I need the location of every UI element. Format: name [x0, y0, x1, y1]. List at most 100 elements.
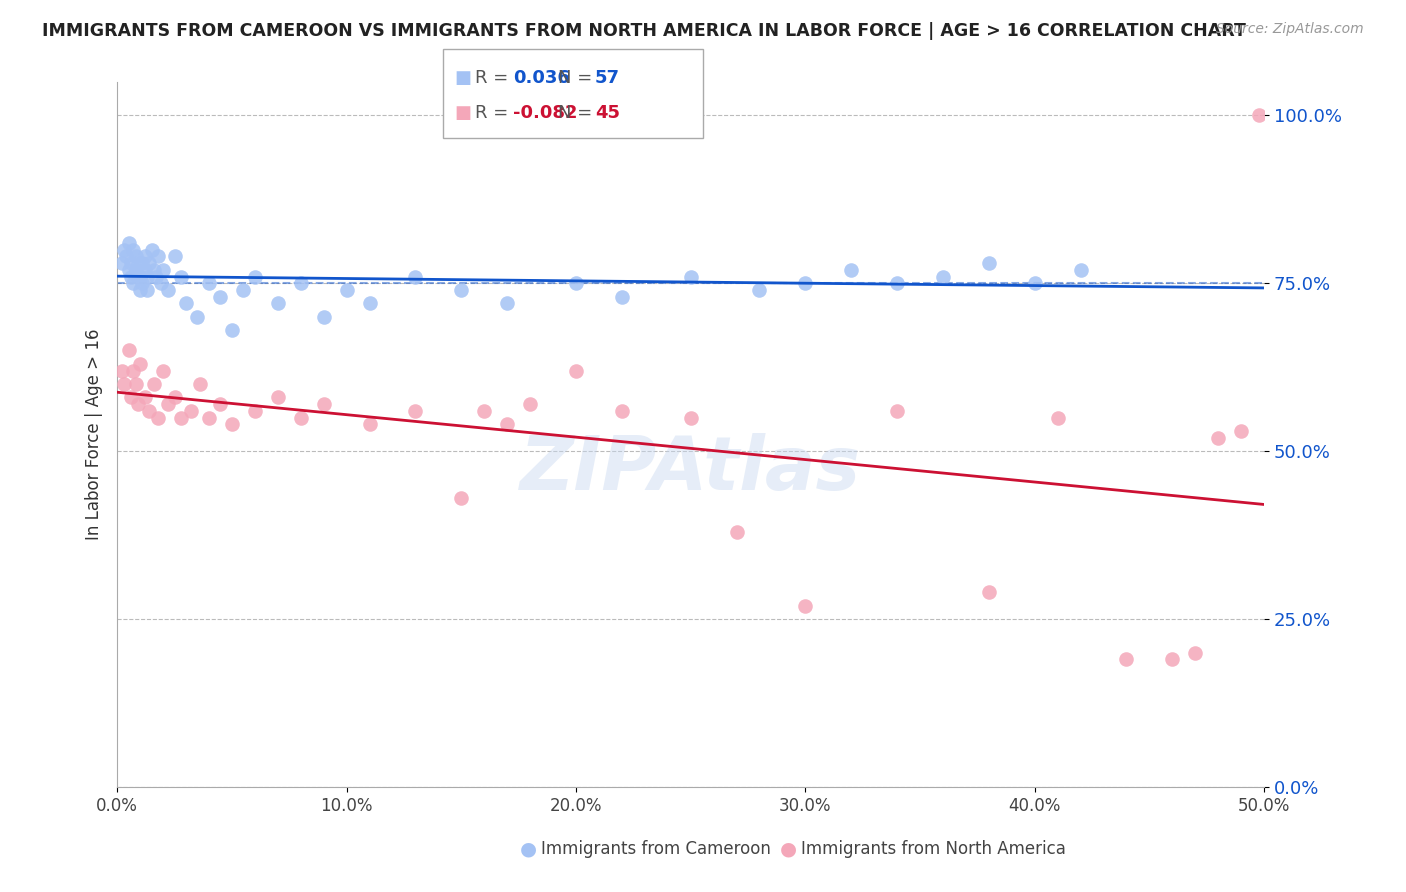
- Point: [124, 377, 146, 392]
- Point: [404, 404, 426, 418]
- Point: [148, 250, 170, 264]
- Point: [496, 296, 519, 310]
- Point: [124, 250, 146, 264]
- Point: [221, 417, 243, 432]
- Point: [118, 343, 141, 358]
- Point: [174, 296, 197, 310]
- Point: [124, 263, 146, 277]
- Point: [1070, 263, 1092, 277]
- Point: [565, 277, 588, 291]
- Point: [145, 269, 167, 284]
- Point: [136, 283, 159, 297]
- Point: [141, 243, 163, 257]
- Point: [1230, 424, 1253, 438]
- Point: [115, 250, 138, 264]
- Point: [118, 263, 141, 277]
- Point: [120, 256, 142, 270]
- Point: [748, 283, 770, 297]
- Point: [170, 269, 193, 284]
- Text: IMMIGRANTS FROM CAMEROON VS IMMIGRANTS FROM NORTH AMERICA IN LABOR FORCE | AGE >: IMMIGRANTS FROM CAMEROON VS IMMIGRANTS F…: [42, 22, 1246, 40]
- Point: [679, 269, 702, 284]
- Point: [163, 250, 186, 264]
- Point: [404, 269, 426, 284]
- Point: [232, 283, 254, 297]
- Text: -0.082: -0.082: [513, 104, 578, 122]
- Point: [198, 277, 221, 291]
- Point: [977, 256, 1000, 270]
- Point: [1115, 652, 1137, 666]
- Text: ■: ■: [454, 104, 471, 122]
- Point: [1024, 277, 1046, 291]
- Point: [565, 363, 588, 377]
- Point: [794, 599, 817, 613]
- Point: [112, 377, 135, 392]
- Point: [136, 269, 159, 284]
- Point: [243, 269, 266, 284]
- Point: [134, 250, 156, 264]
- Point: [290, 277, 312, 291]
- Point: [186, 310, 208, 324]
- Point: [243, 404, 266, 418]
- Point: [127, 256, 149, 270]
- Point: [134, 263, 156, 277]
- Point: [472, 404, 495, 418]
- Text: ■: ■: [454, 69, 471, 87]
- Point: [120, 269, 142, 284]
- Point: [209, 290, 232, 304]
- Text: R =: R =: [475, 69, 515, 87]
- Text: Immigrants from Cameroon: Immigrants from Cameroon: [541, 840, 770, 858]
- Point: [679, 410, 702, 425]
- Point: [267, 391, 290, 405]
- Text: Immigrants from North America: Immigrants from North America: [801, 840, 1066, 858]
- Text: N =: N =: [558, 104, 598, 122]
- Point: [359, 417, 381, 432]
- Point: [129, 283, 152, 297]
- Point: [335, 283, 357, 297]
- Point: [122, 363, 145, 377]
- Point: [1161, 652, 1184, 666]
- Text: 57: 57: [595, 69, 620, 87]
- Point: [886, 277, 908, 291]
- Point: [188, 377, 211, 392]
- Point: [127, 397, 149, 411]
- Point: [610, 404, 633, 418]
- Point: [725, 524, 748, 539]
- Point: [977, 585, 1000, 599]
- Point: [267, 296, 290, 310]
- Point: [221, 323, 243, 337]
- Text: R =: R =: [475, 104, 515, 122]
- Text: 0.036: 0.036: [513, 69, 569, 87]
- Point: [156, 397, 179, 411]
- Point: [610, 290, 633, 304]
- Point: [122, 243, 145, 257]
- Point: [129, 269, 152, 284]
- Point: [142, 377, 165, 392]
- Point: [450, 491, 472, 505]
- Point: [122, 277, 145, 291]
- Point: [839, 263, 862, 277]
- Point: [312, 397, 335, 411]
- Point: [156, 283, 179, 297]
- Point: [209, 397, 232, 411]
- Point: [112, 243, 135, 257]
- Point: [180, 404, 202, 418]
- Point: [131, 256, 153, 270]
- Text: N =: N =: [558, 69, 598, 87]
- Y-axis label: In Labor Force | Age > 16: In Labor Force | Age > 16: [86, 328, 103, 541]
- Point: [148, 410, 170, 425]
- Point: [496, 417, 519, 432]
- Point: [519, 397, 541, 411]
- Point: [138, 256, 160, 270]
- Point: [142, 263, 165, 277]
- Point: [111, 256, 134, 270]
- Point: [152, 363, 174, 377]
- Point: [152, 263, 174, 277]
- Point: [149, 277, 172, 291]
- Point: [118, 235, 141, 250]
- Point: [450, 283, 472, 297]
- Point: [129, 357, 152, 371]
- Point: [1249, 108, 1271, 122]
- Text: ZIPAtlas: ZIPAtlas: [520, 434, 862, 506]
- Point: [886, 404, 908, 418]
- Point: [312, 310, 335, 324]
